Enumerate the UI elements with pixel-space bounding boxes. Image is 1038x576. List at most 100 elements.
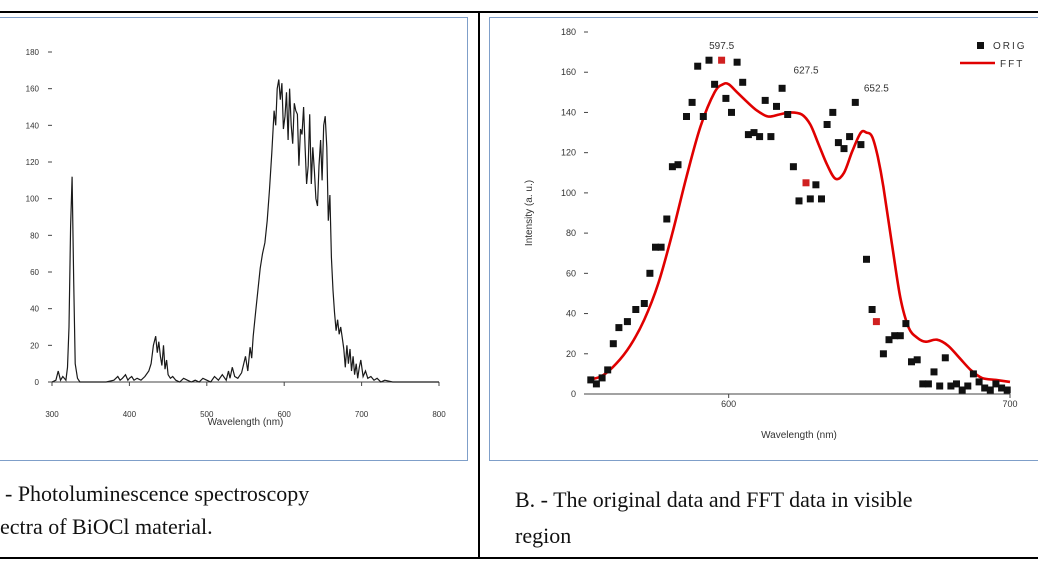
y-tick-label: 20 [30,341,39,350]
orig-data-point [674,161,682,169]
y-axis-label: Intensity (a. u.) [524,180,535,246]
orig-data-point [683,113,690,120]
orig-data-point [834,139,842,147]
orig-data-point [829,108,837,116]
orig-data-point [784,111,792,118]
orig-data-point [885,336,893,344]
orig-data-point [587,376,595,384]
orig-data-point [953,380,960,388]
orig-data-point [868,306,876,313]
orig-data-point [930,368,938,376]
orig-data-point [812,181,820,189]
x-tick-label: 600 [278,410,292,419]
orig-data-point [998,384,1006,392]
y-tick-label: 120 [561,148,576,158]
y-tick-label: 0 [571,389,576,399]
orig-data-point [756,133,764,141]
orig-data-point [857,141,865,149]
y-tick-label: 80 [30,231,39,240]
orig-data-point [722,94,730,102]
pl-spectrum-chart: 300 400 500 600 700 800 0 20 40 60 80 100 120 140 160 1… [26,48,447,428]
caption-a-line2: ectra of BiOCl material. [0,514,213,539]
x-tick-label: 500 [200,410,214,419]
orig-data-point [663,215,671,223]
orig-data-point [969,370,977,378]
orig-data-point [640,300,648,307]
x-tick-label: 400 [123,410,137,419]
orig-data-point [604,366,612,374]
fft-series-line [587,81,1011,384]
orig-data-point [773,102,780,110]
orig-data-point [924,380,932,388]
orig-data-point [879,350,887,358]
orig-data-point [761,96,769,104]
frame-top-border [0,11,1038,13]
y-tick-label: 80 [566,228,576,238]
caption-b-line2: region [515,523,572,548]
y-tick-label: 60 [566,268,576,278]
y-tick-label: 180 [26,48,40,57]
y-tick-label: 160 [26,85,40,94]
orig-data-point [657,243,665,251]
y-tick-label: 120 [26,158,40,167]
orig-data-point [744,131,752,139]
y-tick-label: 20 [566,349,576,359]
orig-data-point [818,195,825,203]
x-tick-label: 300 [45,410,59,419]
orig-data-point [891,332,899,340]
orig-data-point [802,179,810,187]
orig-data-point [694,62,702,70]
peak-label: 627.5 [794,65,819,76]
orig-data-point [806,195,814,203]
y-tick-label: 40 [566,309,576,319]
orig-data-point [1003,386,1011,394]
orig-data-point [632,306,640,313]
orig-data-point [711,80,719,88]
orig-data-point [872,318,880,326]
legend-fft-label: FFT [1000,59,1024,70]
x-tick-label: 700 [1002,399,1017,409]
y-tick-label: 180 [561,27,576,37]
orig-data-point [896,332,904,340]
x-axis-label: Wavelength (nm) [761,430,837,441]
peak-label: 652.5 [864,83,889,94]
y-tick-label: 160 [561,67,576,77]
x-tick-label: 700 [355,410,369,419]
orig-data-point [902,320,910,328]
orig-data-point [936,382,944,390]
panel-b-chart: 600 700 0 20 40 60 80 100 120 140 160 180 597.5 627.… [489,17,1038,461]
orig-data-point [598,374,606,382]
y-tick-label: 40 [30,305,39,314]
y-tick-label: 140 [561,107,576,117]
orig-data-point [652,243,659,251]
x-tick-label: 800 [432,410,446,419]
orig-data-point [699,113,707,120]
orig-data-point [908,358,915,366]
y-tick-label: 60 [30,268,39,277]
legend-orig-marker [977,42,984,49]
orig-data-point [623,318,631,326]
orig-data-point [718,56,726,64]
y-tick-label: 100 [561,188,576,198]
orig-data-point [646,269,654,277]
orig-data-point [947,382,955,390]
orig-data-point [840,145,848,153]
orig-data-point [728,108,735,116]
orig-data-point [795,197,803,205]
orig-data-point [992,380,1000,388]
y-tick-label: 0 [35,378,40,387]
y-tick-label: 100 [26,195,40,204]
orig-data-point [981,384,989,392]
x-axis-label: Wavelength (nm) [208,417,284,428]
orig-data-point [688,98,696,106]
orig-data-point [919,380,927,388]
orig-data-point [846,133,854,141]
panel-a-chart: 300 400 500 600 700 800 0 20 40 60 80 100 120 140 160 1… [0,17,468,461]
orig-data-point [941,354,949,362]
caption-a-line1: - Photoluminescence spectroscopy [5,481,310,506]
orig-data-point [863,255,870,263]
orig-data-point [668,163,676,171]
orig-data-point [733,58,741,66]
orig-data-point [609,340,617,348]
frame-divider-vertical [478,11,480,559]
